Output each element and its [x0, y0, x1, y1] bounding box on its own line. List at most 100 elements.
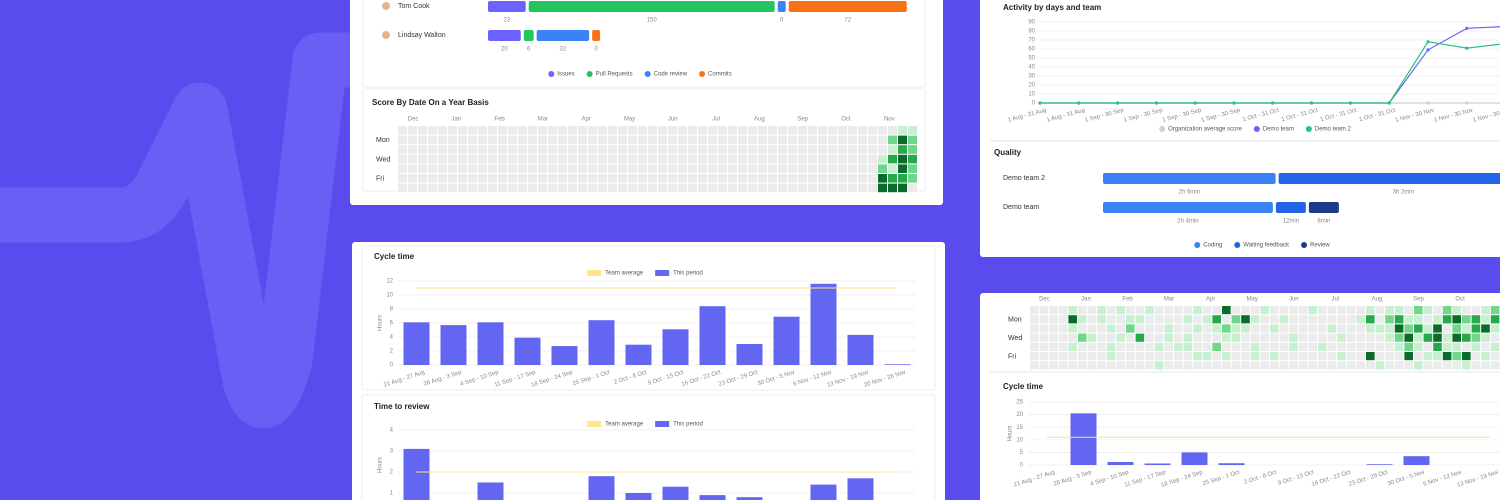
bar-segment — [523, 30, 534, 41]
heat-cell — [408, 164, 417, 173]
heat-cell — [1471, 342, 1481, 351]
heat-cell — [1068, 342, 1077, 351]
heat-cell — [438, 183, 447, 193]
heat-cell — [1414, 361, 1423, 370]
heat-cell — [538, 145, 547, 154]
heat-cell — [418, 183, 427, 193]
heat-cell — [888, 126, 897, 135]
heat-cell — [1058, 352, 1068, 361]
heat-cell — [1231, 361, 1241, 370]
heat-cell — [1327, 361, 1337, 370]
heat-cell — [1423, 306, 1433, 315]
heat-cell — [488, 126, 497, 135]
heat-cell — [468, 145, 477, 154]
heat-cell — [1462, 333, 1471, 342]
heat-cell — [1375, 306, 1385, 315]
heat-cell — [1078, 315, 1087, 324]
heat-cell — [1212, 352, 1221, 361]
heat-cell — [548, 154, 557, 164]
y-tick-label: 50 — [1028, 56, 1035, 62]
heat-cell — [628, 174, 637, 183]
y-tick-label: 2 — [390, 470, 394, 476]
heat-cell — [1327, 324, 1337, 333]
heat-cell — [588, 174, 597, 183]
heat-cell — [508, 135, 517, 145]
heat-cell — [578, 135, 587, 145]
heat-cell — [748, 183, 757, 193]
heat-cell — [1289, 333, 1298, 342]
heat-cell — [438, 154, 447, 164]
heat-cell — [1423, 315, 1433, 324]
heat-cell — [838, 154, 847, 164]
row-label: Demo team — [1003, 204, 1039, 211]
heat-cell — [1135, 352, 1145, 361]
heat-cell — [1231, 306, 1241, 315]
heat-cell — [1030, 315, 1039, 324]
heat-cell — [468, 164, 477, 173]
heat-cell — [868, 164, 877, 173]
heat-cell — [1106, 352, 1116, 361]
heat-cell — [1337, 306, 1346, 315]
point — [1387, 101, 1391, 105]
heat-cell — [1058, 361, 1068, 370]
heat-cell — [678, 174, 687, 183]
heat-cell — [1375, 333, 1385, 342]
heat-cell — [1490, 315, 1500, 324]
y-tick-label: 0 — [390, 363, 394, 369]
heat-cell — [1260, 352, 1269, 361]
heat-cell — [658, 154, 667, 164]
legend-swatch — [1301, 242, 1308, 248]
brand-mark — [0, 32, 398, 429]
bar — [514, 337, 541, 365]
heat-cell — [598, 174, 607, 183]
heat-cell — [728, 174, 737, 183]
heat-cell — [418, 126, 427, 135]
chart-title: Score By Date On a Year Basis — [372, 98, 489, 107]
heat-cell — [1404, 361, 1413, 370]
heat-cell — [1212, 306, 1221, 315]
heat-cell — [1193, 333, 1202, 342]
heat-cell — [458, 164, 467, 173]
heat-cell — [1337, 361, 1346, 370]
heat-cell — [688, 145, 697, 154]
heat-cell — [738, 126, 747, 135]
heat-cell — [768, 183, 777, 193]
heat-cell — [398, 164, 407, 173]
legend-label: This period — [673, 422, 703, 428]
point — [1116, 101, 1120, 105]
heat-cell — [1270, 324, 1279, 333]
heat-cell — [658, 145, 667, 154]
heat-cell — [738, 174, 747, 183]
heat-cell — [1404, 324, 1413, 333]
heat-cell — [768, 126, 777, 135]
heat-cell — [1183, 333, 1193, 342]
legend-swatch — [587, 270, 602, 276]
heat-cell — [408, 135, 417, 145]
heat-cell — [858, 126, 867, 135]
heat-cell — [1414, 306, 1423, 315]
heat-cell — [898, 164, 907, 173]
heat-cell — [1356, 315, 1365, 324]
y-tick-label: 80 — [1028, 29, 1035, 35]
month-label: Nov — [884, 117, 895, 123]
heat-cell — [548, 135, 557, 145]
point — [1465, 46, 1469, 50]
heat-cell — [788, 164, 797, 173]
bar-segment — [488, 30, 521, 41]
heat-cell — [488, 164, 497, 173]
heat-cell — [538, 174, 547, 183]
heat-cell — [1106, 361, 1116, 370]
heat-cell — [1452, 324, 1461, 333]
heat-cell — [1318, 333, 1327, 342]
heat-cell — [1366, 333, 1375, 342]
y-tick-label: 0 — [1020, 463, 1024, 469]
heat-cell — [738, 154, 747, 164]
heat-cell — [868, 126, 877, 135]
heat-cell — [828, 174, 837, 183]
heat-cell — [1193, 306, 1202, 315]
month-label: Jan — [1081, 297, 1091, 303]
heat-cell — [548, 174, 557, 183]
heat-cell — [1385, 352, 1394, 361]
heat-cell — [698, 145, 707, 154]
heat-cell — [538, 135, 547, 145]
